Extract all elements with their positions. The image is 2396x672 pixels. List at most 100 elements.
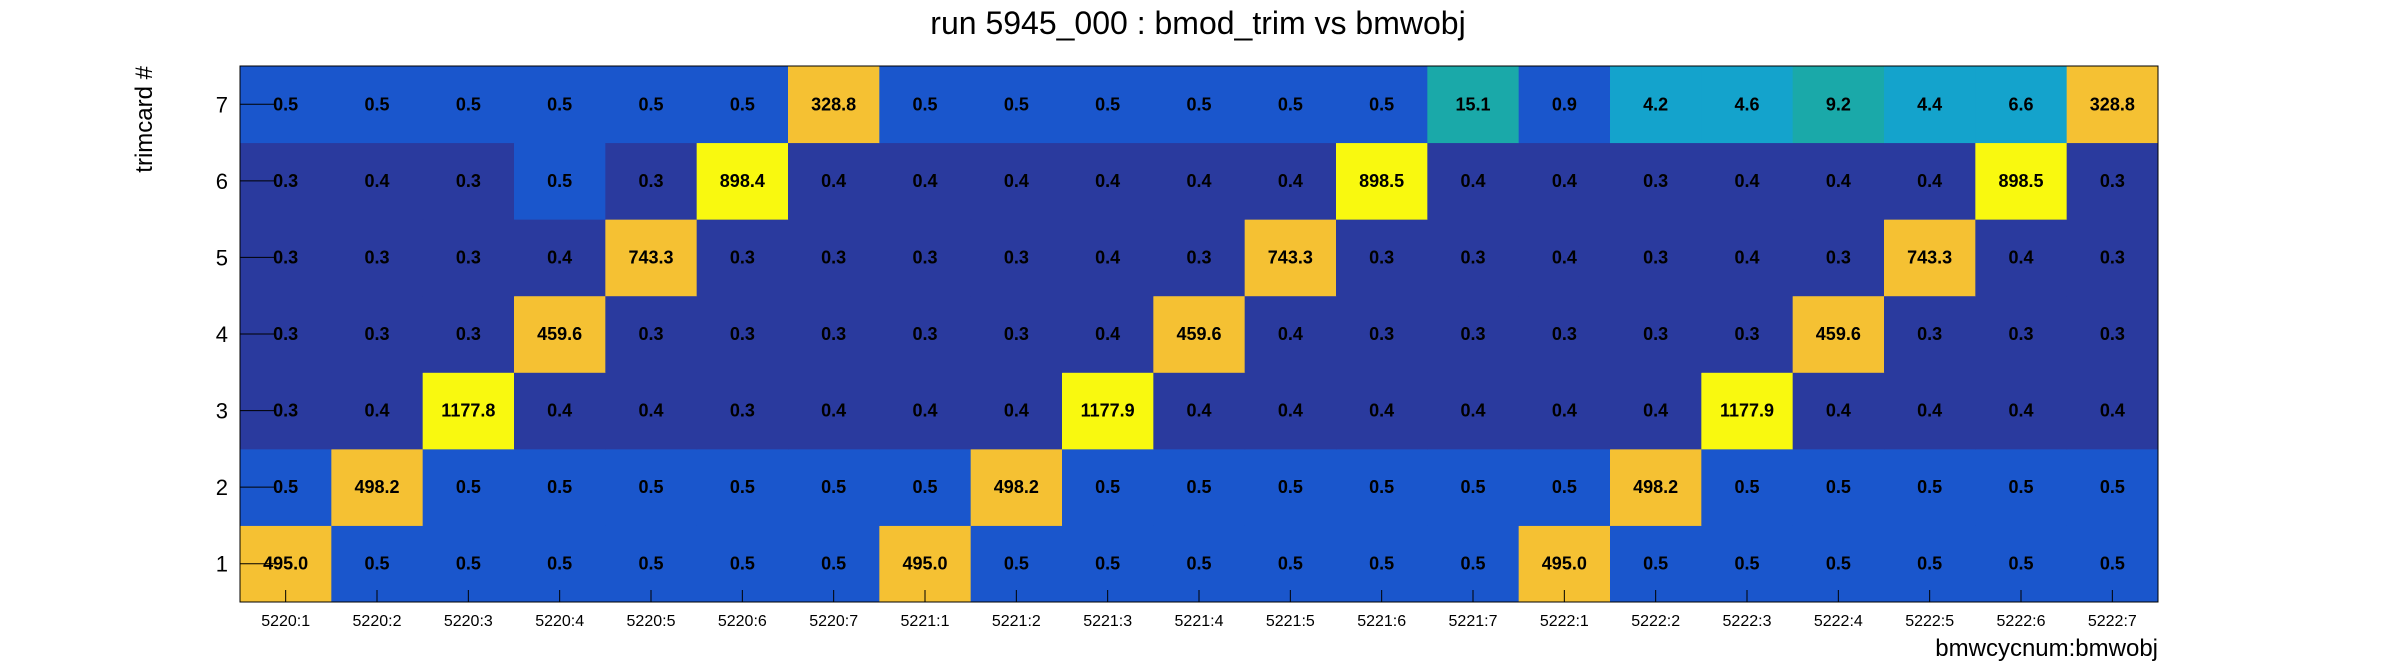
heatmap-cell xyxy=(1610,372,1702,450)
cell-value-label: 498.2 xyxy=(994,477,1039,497)
heatmap-cell xyxy=(1244,219,1337,297)
cell-value-label: 898.5 xyxy=(1998,171,2043,191)
cell-value-label: 0.3 xyxy=(2100,171,2125,191)
heatmap-cell xyxy=(1244,295,1337,373)
x-tick-label: 5222:2 xyxy=(1631,613,1680,630)
heatmap-cell xyxy=(1153,295,1246,373)
heatmap-cell xyxy=(1701,525,1794,603)
heatmap-cell xyxy=(1244,66,1337,144)
cell-value-label: 0.3 xyxy=(273,324,298,344)
cell-value-label: 0.5 xyxy=(912,94,937,114)
cell-value-label: 0.5 xyxy=(273,94,298,114)
heatmap-cell xyxy=(970,219,1063,297)
heatmap-cell xyxy=(879,66,972,144)
heatmap-cell xyxy=(605,372,698,450)
x-tick-label: 5221:4 xyxy=(1175,613,1224,630)
cell-value-label: 0.5 xyxy=(1552,477,1577,497)
x-tick-label: 5222:5 xyxy=(1905,613,1954,630)
plot-frame xyxy=(239,65,2159,603)
heatmap-cell xyxy=(1884,448,1976,526)
heatmap-cell xyxy=(605,525,698,603)
cell-value-label: 0.5 xyxy=(1278,477,1303,497)
heatmap-cell xyxy=(1062,525,1154,603)
heatmap-cell xyxy=(422,525,515,603)
cell-value-label: 495.0 xyxy=(902,554,947,574)
x-tick-label: 5221:7 xyxy=(1449,613,1498,630)
heatmap-cell xyxy=(970,295,1063,373)
cell-value-label: 4.2 xyxy=(1643,94,1668,114)
cell-value-label: 0.5 xyxy=(2100,477,2125,497)
cell-value-label: 743.3 xyxy=(628,247,673,267)
heatmap-cell xyxy=(1336,525,1428,603)
cell-value-label: 0.5 xyxy=(547,554,572,574)
heatmap-cell xyxy=(696,525,789,603)
heatmap-cell xyxy=(1062,142,1154,220)
cell-value-label: 0.4 xyxy=(1278,324,1303,344)
cell-value-label: 0.4 xyxy=(1552,171,1577,191)
cell-value-label: 0.4 xyxy=(1004,171,1029,191)
x-tick-label: 5222:3 xyxy=(1723,613,1772,630)
cell-value-label: 0.5 xyxy=(547,171,572,191)
cell-value-label: 0.3 xyxy=(273,247,298,267)
cell-value-label: 459.6 xyxy=(1176,324,1221,344)
heatmap-cell xyxy=(1336,219,1428,297)
cell-value-label: 0.5 xyxy=(821,554,846,574)
cell-value-label: 0.3 xyxy=(2100,247,2125,267)
heatmap-cell xyxy=(788,142,880,220)
heatmap-cell xyxy=(1884,372,1976,450)
cell-value-label: 4.6 xyxy=(1734,94,1759,114)
heatmap-cell xyxy=(1610,66,1702,144)
cell-value-label: 0.5 xyxy=(456,477,481,497)
cell-value-label: 0.4 xyxy=(638,401,663,421)
cell-value-label: 0.9 xyxy=(1552,94,1577,114)
heatmap-cell xyxy=(422,448,515,526)
cell-value-label: 0.4 xyxy=(1734,171,1759,191)
heatmap-cell xyxy=(422,66,515,144)
heatmap-cell xyxy=(2066,525,2159,603)
cell-value-label: 1177.9 xyxy=(1081,401,1135,421)
cell-value-label: 0.5 xyxy=(2008,477,2033,497)
cell-value-label: 0.5 xyxy=(364,94,389,114)
cell-value-label: 4.4 xyxy=(1917,94,1942,114)
cell-value-label: 328.8 xyxy=(2090,94,2135,114)
x-tick-label: 5220:7 xyxy=(809,613,858,630)
heatmap-cell xyxy=(879,372,972,450)
cell-value-label: 0.3 xyxy=(912,247,937,267)
cell-value-label: 0.3 xyxy=(1369,247,1394,267)
heatmap-cell xyxy=(2066,448,2159,526)
heatmap-cell xyxy=(1884,219,1976,297)
heatmap-cell xyxy=(1518,525,1611,603)
heatmap-cell xyxy=(1336,372,1428,450)
heatmap-cell xyxy=(2066,66,2159,144)
cell-value-label: 0.3 xyxy=(730,401,755,421)
heatmap-cell xyxy=(331,372,424,450)
heatmap-cell xyxy=(605,219,698,297)
cell-value-label: 0.5 xyxy=(912,477,937,497)
cell-value-label: 0.3 xyxy=(2100,324,2125,344)
heatmap-cell xyxy=(1975,372,2068,450)
cell-value-label: 0.4 xyxy=(1095,324,1120,344)
cell-value-label: 0.5 xyxy=(1369,554,1394,574)
cell-value-label: 0.3 xyxy=(638,324,663,344)
heatmap-cell xyxy=(605,66,698,144)
heatmap-cell xyxy=(788,219,880,297)
cell-value-label: 0.3 xyxy=(1643,247,1668,267)
heatmap-cell xyxy=(1518,219,1611,297)
cell-value-label: 0.4 xyxy=(364,401,389,421)
cell-value-label: 498.2 xyxy=(354,477,399,497)
cell-value-label: 0.5 xyxy=(456,94,481,114)
heatmap-cell xyxy=(1062,219,1154,297)
heatmap-cell xyxy=(605,295,698,373)
heatmap-cell xyxy=(1427,525,1520,603)
cell-value-label: 0.3 xyxy=(730,324,755,344)
heatmap-cell xyxy=(1427,372,1520,450)
cell-value-label: 459.6 xyxy=(537,324,582,344)
cell-value-label: 0.5 xyxy=(638,477,663,497)
cell-value-label: 0.4 xyxy=(1552,247,1577,267)
cell-value-label: 0.4 xyxy=(1552,401,1577,421)
cell-value-label: 0.5 xyxy=(1643,554,1668,574)
x-tick-label: 5222:4 xyxy=(1814,613,1863,630)
heatmap-cell xyxy=(1610,448,1702,526)
cell-value-label: 0.5 xyxy=(1917,554,1942,574)
heatmap-cell xyxy=(696,142,789,220)
